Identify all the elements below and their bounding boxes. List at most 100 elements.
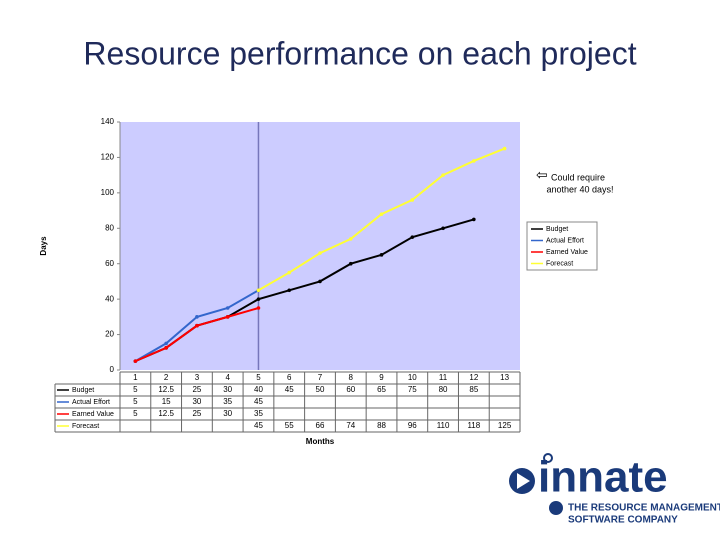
point (348, 237, 353, 241)
point (441, 226, 445, 231)
x-tick-label: 12 (469, 373, 478, 382)
point (256, 297, 261, 301)
table-row-label: Budget (72, 387, 94, 394)
table-cell: 125 (498, 421, 512, 430)
y-tick-label: 100 (101, 188, 115, 197)
table-cell: 25 (192, 385, 201, 394)
slide-title: Resource performance on each project (83, 35, 636, 71)
table-cell: 12.5 (158, 409, 174, 418)
table-cell: 5 (133, 409, 138, 418)
y-tick-label: 140 (101, 117, 115, 126)
point (164, 341, 168, 346)
logo-tagline: THE RESOURCE MANAGEMENT (568, 503, 720, 514)
point (348, 261, 353, 266)
legend-label: Earned Value (546, 249, 588, 256)
table-cell: 15 (162, 397, 171, 406)
legend-box (526, 221, 598, 271)
logo-dot (543, 453, 553, 463)
table-cell: 85 (469, 385, 478, 394)
table-cell: 80 (439, 385, 448, 394)
point (379, 253, 384, 257)
logo-icon (549, 501, 563, 515)
table-cell: 60 (346, 385, 355, 394)
table-cell: 75 (408, 385, 417, 394)
point (410, 198, 415, 202)
table-cell: 110 (437, 421, 450, 430)
logo: innate THE RESOURCE MANAGEMENT SOFTWARE … (509, 453, 720, 526)
legend-label: Forecast (546, 260, 573, 267)
x-axis-label: Months (306, 437, 335, 446)
table-cell: 118 (467, 421, 480, 430)
y-tick-label: 40 (105, 294, 114, 303)
point (502, 146, 507, 151)
table-row-label: Actual Effort (72, 399, 110, 406)
table-cell: 40 (254, 385, 263, 394)
y-tick-label: 80 (105, 223, 114, 232)
point (472, 159, 476, 163)
point (318, 251, 322, 255)
table-cell: 74 (346, 421, 355, 430)
table-cell: 88 (377, 421, 386, 430)
point (318, 279, 322, 284)
table-cell: 45 (254, 421, 263, 430)
x-tick-label: 10 (408, 373, 417, 382)
point (256, 288, 261, 293)
point (410, 235, 415, 239)
x-tick-label: 11 (439, 373, 448, 382)
table-row-label: Earned Value (72, 411, 114, 418)
x-tick-label: 9 (379, 373, 384, 382)
point (287, 270, 292, 275)
table-cell: 30 (223, 385, 232, 394)
legend-label: Budget (546, 226, 568, 233)
point (256, 306, 261, 310)
x-tick-label: 4 (225, 373, 230, 382)
point (195, 323, 199, 328)
logo-tagline: SOFTWARE COMPANY (568, 515, 678, 526)
x-tick-label: 7 (318, 373, 323, 382)
x-tick-label: 8 (349, 373, 354, 382)
point (195, 315, 199, 319)
x-tick-label: 6 (287, 373, 292, 382)
annotation: Could require (551, 172, 605, 182)
point (225, 315, 230, 319)
x-tick-label: 3 (195, 373, 200, 382)
table-cell: 35 (254, 409, 263, 418)
y-tick-label: 0 (110, 365, 115, 374)
y-axis-label: Days (39, 236, 48, 256)
table-cell: 35 (223, 397, 232, 406)
table-cell: 5 (133, 385, 138, 394)
x-tick-label: 13 (500, 373, 509, 382)
table-cell: 12.5 (158, 385, 174, 394)
table-cell: 65 (377, 385, 386, 394)
annotation: another 40 days! (546, 184, 613, 194)
table-cell: 55 (285, 421, 294, 430)
y-tick-label: 60 (105, 259, 114, 268)
x-tick-label: 5 (256, 373, 261, 382)
point (164, 346, 168, 350)
logo-icon (517, 473, 530, 489)
point (441, 173, 445, 177)
y-tick-label: 120 (101, 153, 115, 162)
x-tick-label: 2 (164, 373, 169, 382)
table-cell: 50 (316, 385, 325, 394)
legend-label: Actual Effort (546, 237, 584, 244)
y-tick-label: 20 (105, 330, 114, 339)
table-cell: 66 (316, 421, 325, 430)
table-cell: 45 (285, 385, 294, 394)
plot-area (120, 122, 520, 370)
point (225, 306, 230, 310)
table-cell: 25 (192, 409, 201, 418)
table-cell: 45 (254, 397, 263, 406)
table-cell: 96 (408, 421, 417, 430)
point (379, 212, 384, 216)
table-cell: 30 (223, 409, 232, 418)
table-cell: 5 (133, 397, 138, 406)
annotation-arrow: ⇦ (536, 167, 548, 183)
x-tick-label: 1 (133, 373, 138, 382)
table-row-label: Forecast (72, 423, 99, 430)
point (472, 217, 476, 222)
table-cell: 30 (192, 397, 201, 406)
point (133, 359, 138, 363)
